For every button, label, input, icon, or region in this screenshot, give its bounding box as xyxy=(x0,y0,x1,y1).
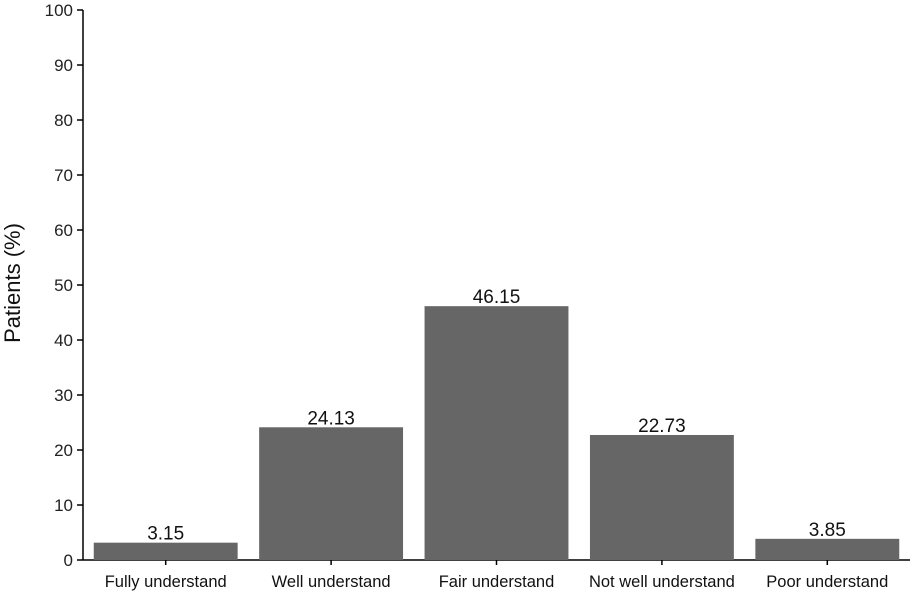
value-labels-group: 3.15 24.13 46.15 22.73 3.85 xyxy=(147,287,846,545)
bar-value-label: 22.73 xyxy=(638,416,686,437)
y-tick-label: 40 xyxy=(54,331,73,350)
category-labels-group: Fully understand Well understand Fair unde… xyxy=(105,573,889,591)
bar xyxy=(589,434,734,560)
y-tick-label: 50 xyxy=(54,276,73,295)
bar-value-label: 3.85 xyxy=(809,520,846,541)
y-tick-label: 30 xyxy=(54,386,73,405)
y-axis: 0 10 20 30 40 50 60 70 80 90 100 xyxy=(45,1,84,570)
x-category-label: Fair understand xyxy=(439,573,555,591)
y-axis-title: Patients (%) xyxy=(0,223,25,343)
x-category-label: Well understand xyxy=(272,573,391,591)
y-tick-label: 20 xyxy=(54,441,73,460)
x-category-label: Fully understand xyxy=(105,573,227,591)
y-tick-label: 60 xyxy=(54,221,73,240)
bar-value-label: 46.15 xyxy=(473,287,521,308)
bar xyxy=(93,542,238,560)
y-tick-label: 0 xyxy=(64,551,73,570)
bar xyxy=(259,427,404,560)
bars-group xyxy=(93,306,900,560)
y-tick-label: 70 xyxy=(54,166,73,185)
y-tick-label: 10 xyxy=(54,496,73,515)
bar xyxy=(424,306,569,560)
bar-value-label: 3.15 xyxy=(147,524,184,545)
y-tick-label: 90 xyxy=(54,56,73,75)
x-category-label: Not well understand xyxy=(589,573,735,591)
x-category-label: Poor understand xyxy=(766,573,888,591)
y-tick-label: 100 xyxy=(45,1,73,20)
y-tick-label: 80 xyxy=(54,111,73,130)
bar xyxy=(755,538,900,560)
bar-value-label: 24.13 xyxy=(307,408,355,429)
x-axis xyxy=(83,559,910,565)
